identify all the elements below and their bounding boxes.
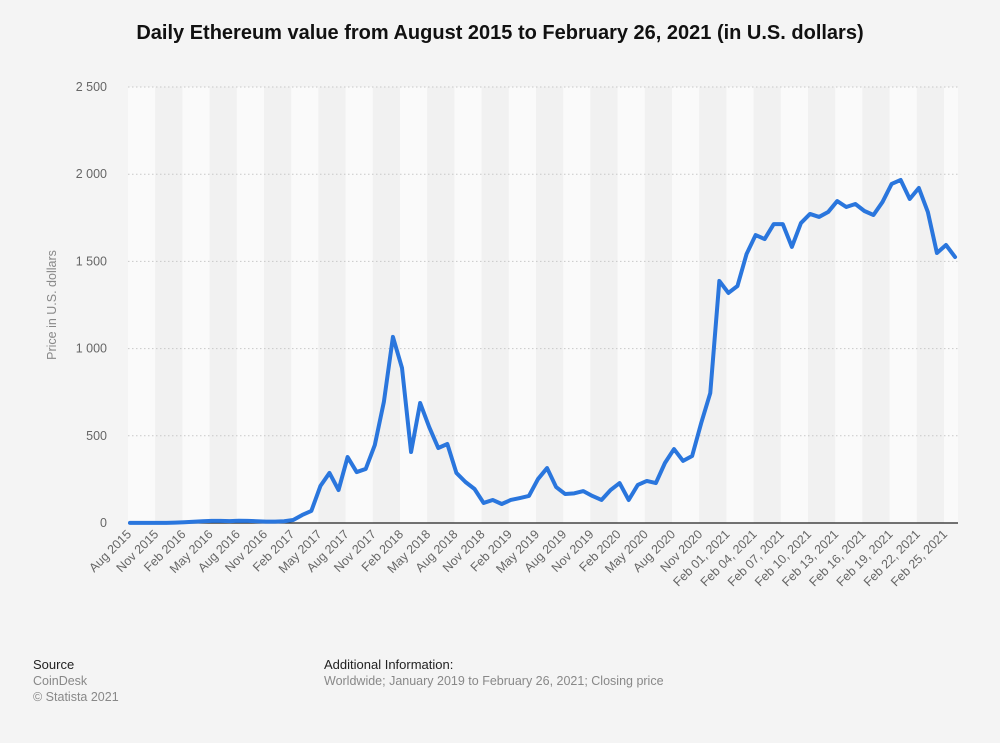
background-band bbox=[889, 87, 917, 523]
background-band bbox=[699, 87, 727, 523]
background-band bbox=[318, 87, 346, 523]
background-band bbox=[835, 87, 863, 523]
background-band bbox=[780, 87, 808, 523]
y-tick-label: 1 500 bbox=[76, 254, 107, 268]
source-name[interactable]: CoinDesk bbox=[33, 674, 88, 688]
background-band bbox=[617, 87, 645, 523]
chart-title: Daily Ethereum value from August 2015 to… bbox=[136, 22, 864, 44]
background-band bbox=[590, 87, 618, 523]
background-band bbox=[726, 87, 754, 523]
background-band bbox=[563, 87, 591, 523]
background-band bbox=[345, 87, 373, 523]
copyright: © Statista 2021 bbox=[33, 690, 119, 704]
series-line bbox=[128, 177, 958, 525]
source-block: Source CoinDesk © Statista 2021 bbox=[33, 657, 119, 705]
additional-info-text: Worldwide; January 2019 to February 26, … bbox=[324, 674, 664, 688]
background-band bbox=[454, 87, 482, 523]
background-band bbox=[400, 87, 428, 523]
background-band bbox=[236, 87, 264, 523]
y-tick-label: 500 bbox=[86, 429, 107, 443]
additional-info-heading: Additional Information: bbox=[324, 657, 454, 672]
background-band bbox=[182, 87, 210, 523]
source-heading: Source bbox=[33, 657, 75, 672]
background-band bbox=[808, 87, 836, 523]
background-band bbox=[644, 87, 672, 523]
background-band bbox=[291, 87, 319, 523]
y-tick-label: 2 500 bbox=[76, 80, 107, 94]
background-band bbox=[916, 87, 944, 523]
background-band bbox=[536, 87, 564, 523]
background-band bbox=[372, 87, 400, 523]
background-band bbox=[753, 87, 781, 523]
y-tick-label: 0 bbox=[100, 516, 107, 530]
background-band bbox=[155, 87, 183, 523]
background-band bbox=[128, 87, 156, 523]
background-band bbox=[944, 87, 958, 523]
background-band bbox=[264, 87, 292, 523]
background-band bbox=[209, 87, 237, 523]
y-axis-title: Price in U.S. dollars bbox=[45, 250, 59, 360]
background-band bbox=[862, 87, 890, 523]
additional-info-block: Additional Information: Worldwide; Janua… bbox=[324, 657, 664, 689]
y-tick-label: 2 000 bbox=[76, 167, 107, 181]
background-band bbox=[508, 87, 536, 523]
background-band bbox=[481, 87, 509, 523]
y-tick-label: 1 000 bbox=[76, 342, 107, 356]
